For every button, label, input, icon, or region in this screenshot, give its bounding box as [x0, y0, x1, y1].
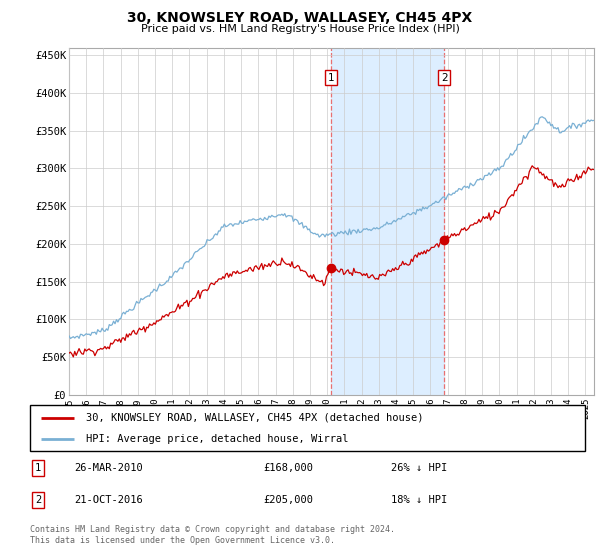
Text: 26% ↓ HPI: 26% ↓ HPI: [391, 463, 447, 473]
Text: 2: 2: [441, 73, 448, 83]
Text: 30, KNOWSLEY ROAD, WALLASEY, CH45 4PX (detached house): 30, KNOWSLEY ROAD, WALLASEY, CH45 4PX (d…: [86, 413, 423, 423]
Text: £168,000: £168,000: [263, 463, 313, 473]
Bar: [331, 48, 444, 395]
Text: Contains HM Land Registry data © Crown copyright and database right 2024.
This d: Contains HM Land Registry data © Crown c…: [30, 525, 395, 545]
Text: 2: 2: [35, 495, 41, 505]
Text: 26-MAR-2010: 26-MAR-2010: [74, 463, 143, 473]
Text: Price paid vs. HM Land Registry's House Price Index (HPI): Price paid vs. HM Land Registry's House …: [140, 24, 460, 34]
Text: 1: 1: [328, 73, 334, 83]
Text: HPI: Average price, detached house, Wirral: HPI: Average price, detached house, Wirr…: [86, 435, 348, 444]
Text: 18% ↓ HPI: 18% ↓ HPI: [391, 495, 447, 505]
Text: 21-OCT-2016: 21-OCT-2016: [74, 495, 143, 505]
Text: 1: 1: [35, 463, 41, 473]
Text: £205,000: £205,000: [263, 495, 313, 505]
Text: 30, KNOWSLEY ROAD, WALLASEY, CH45 4PX: 30, KNOWSLEY ROAD, WALLASEY, CH45 4PX: [127, 11, 473, 25]
